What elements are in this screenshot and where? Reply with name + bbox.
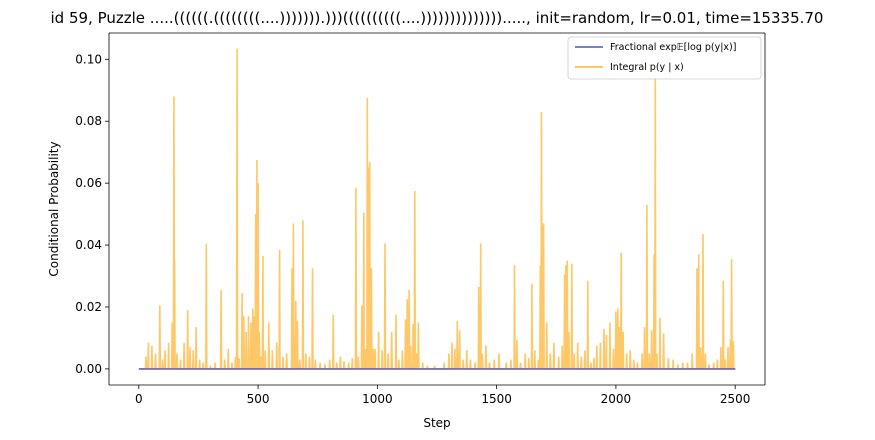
y-tick-label: 0.10 [75, 52, 102, 66]
x-tick-label: 500 [247, 392, 270, 406]
y-tick-label: 0.04 [75, 238, 102, 252]
y-tick-label: 0.08 [75, 114, 102, 128]
x-axis-ticks: 0 500 1000 1500 2000 2500 [135, 385, 750, 406]
legend-label-integral: Integral p(y | x) [610, 62, 684, 73]
legend-box [567, 36, 762, 80]
legend-label-fractional: Fractional exp𝔼[log p(y|x)] [610, 42, 736, 53]
legend: Fractional exp𝔼[log p(y|x)] Integral p(y… [567, 36, 762, 80]
y-axis-ticks: 0.00 0.02 0.04 0.06 0.08 0.10 [75, 52, 109, 376]
x-tick-label: 1000 [362, 392, 393, 406]
x-tick-label: 1500 [481, 392, 512, 406]
y-tick-label: 0.02 [75, 300, 102, 314]
x-axis-label: Step [423, 416, 450, 430]
plot-area: 0 500 1000 1500 2000 2500 0.000.020.040.060.0… [75, 32, 766, 406]
y-axis-label: Conditional Probability [47, 141, 61, 276]
series-layer [138, 48, 736, 370]
x-tick-label: 2500 [720, 392, 751, 406]
plot-frame [108, 32, 766, 386]
x-tick-label: 0 [135, 392, 143, 406]
x-tick-label: 2000 [601, 392, 632, 406]
y-tick-label: 0.06 [75, 176, 102, 190]
y-tick-label: 0.00 [75, 362, 102, 376]
chart-title: id 59, Puzzle .....((((((.((((((((....))… [51, 9, 824, 27]
